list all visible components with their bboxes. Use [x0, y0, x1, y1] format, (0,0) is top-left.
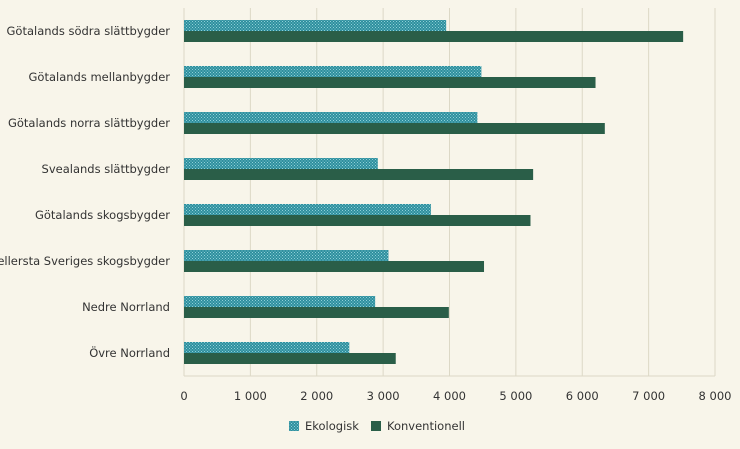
x-tick-label: 7 000: [632, 389, 665, 403]
category-label: Mellersta Sveriges skogsbygder: [0, 254, 170, 268]
bar-konventionell-6: [184, 307, 449, 318]
bar-ekologisk-5: [184, 250, 389, 261]
legend-swatch-ekologisk: [289, 421, 299, 431]
x-tick-label: 1 000: [234, 389, 267, 403]
bar-ekologisk-7: [184, 342, 350, 353]
bar-ekologisk-0: [184, 20, 447, 31]
bar-konventionell-5: [184, 261, 485, 272]
x-tick-label: 4 000: [433, 389, 466, 403]
category-label: Götalands mellanbygder: [29, 70, 171, 84]
x-tick-label: 6 000: [566, 389, 599, 403]
category-label: Svealands slättbygder: [42, 162, 171, 176]
bar-konventionell-0: [184, 31, 684, 42]
bar-ekologisk-2: [184, 112, 478, 123]
category-label: Övre Norrland: [89, 344, 170, 360]
bar-konventionell-2: [184, 123, 605, 134]
legend: Ekologisk Konventionell: [289, 419, 465, 433]
x-tick-label: 5 000: [499, 389, 532, 403]
legend-swatch-konventionell: [371, 421, 381, 431]
bar-konventionell-4: [184, 215, 531, 226]
x-tick-label: 8 000: [699, 389, 732, 403]
category-label: Nedre Norrland: [82, 300, 170, 314]
bar-ekologisk-6: [184, 296, 376, 307]
bar-ekologisk-3: [184, 158, 378, 169]
bar-konventionell-1: [184, 77, 596, 88]
grid: [183, 8, 716, 377]
category-labels: Götalands södra slättbygder Götalands mel…: [0, 24, 170, 360]
category-label: Götalands norra slättbygder: [8, 116, 170, 130]
x-tick-label: 0: [180, 389, 187, 403]
x-tick-label: 2 000: [300, 389, 333, 403]
bar-ekologisk-1: [184, 66, 482, 77]
category-label: Götalands skogsbygder: [35, 208, 170, 222]
bar-konventionell-7: [184, 353, 396, 364]
x-tick-labels: 0 1 000 2 000 3 000 4 000 5 000 6 000 7 000 8 00…: [180, 389, 731, 403]
category-label: Götalands södra slättbygder: [7, 24, 171, 38]
bar-konventionell-3: [184, 169, 534, 180]
bars: [184, 20, 684, 364]
x-tick-label: 3 000: [367, 389, 400, 403]
legend-label-konventionell: Konventionell: [387, 419, 465, 433]
legend-label-ekologisk: Ekologisk: [305, 419, 359, 433]
bar-ekologisk-4: [184, 204, 431, 215]
